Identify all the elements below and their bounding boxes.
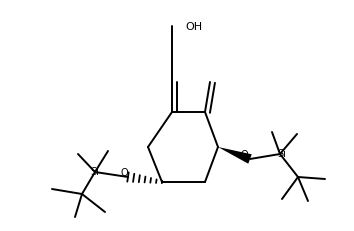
Text: O: O xyxy=(240,149,248,159)
Text: Si: Si xyxy=(91,166,99,176)
Text: OH: OH xyxy=(185,22,202,32)
Text: O: O xyxy=(120,167,128,177)
Text: Si: Si xyxy=(278,148,286,158)
Polygon shape xyxy=(218,147,252,164)
